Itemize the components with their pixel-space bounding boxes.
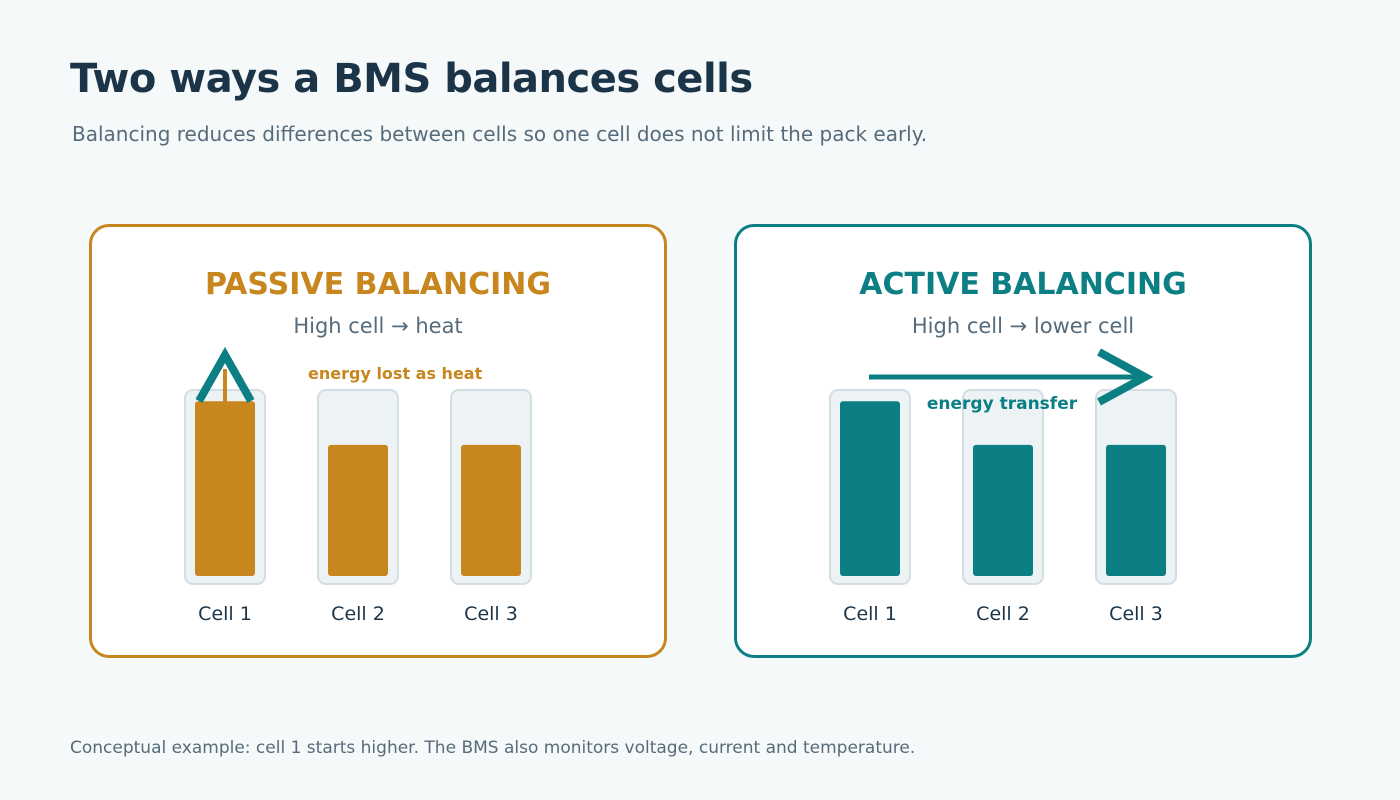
cell-label: Cell 3 (464, 603, 518, 625)
passive-cell-1: Cell 1 (184, 389, 266, 625)
active-cell-1: Cell 1 (829, 389, 911, 625)
passive-annotation: energy lost as heat (308, 364, 483, 383)
passive-panel-subtitle: High cell → heat (293, 314, 463, 338)
cell-label: Cell 1 (198, 603, 252, 625)
cell-label: Cell 2 (331, 603, 385, 625)
page-subtitle: Balancing reduces differences between ce… (72, 122, 928, 146)
cell-label: Cell 1 (843, 603, 897, 625)
cell-charge-level (195, 401, 255, 576)
active-balancing-panel: ACTIVE BALANCING High cell → lower cell … (734, 224, 1312, 658)
cell-charge-level (461, 444, 521, 576)
cell-charge-level (973, 444, 1033, 576)
passive-balancing-panel: PASSIVE BALANCING High cell → heat Cell … (89, 224, 667, 658)
footnote: Conceptual example: cell 1 starts higher… (70, 738, 916, 758)
passive-cell-2: Cell 2 (317, 389, 399, 625)
active-panel-subtitle: High cell → lower cell (911, 314, 1135, 338)
active-panel-title: ACTIVE BALANCING (859, 267, 1187, 302)
cell-label: Cell 3 (1109, 603, 1163, 625)
active-annotation: energy transfer (927, 394, 1078, 414)
active-cell-3: Cell 3 (1095, 389, 1177, 625)
transfer-arrow-right-icon (869, 348, 1154, 406)
active-cell-2: Cell 2 (962, 389, 1044, 625)
passive-panel-title: PASSIVE BALANCING (204, 267, 552, 302)
page-title: Two ways a BMS balances cells (70, 56, 753, 102)
cell-charge-level (1106, 444, 1166, 576)
active-cells-diagram: Cell 1 Cell 2 Cell 3 energy transfer (829, 348, 1177, 625)
heat-arrow-up-icon (195, 346, 255, 403)
cell-charge-level (840, 401, 900, 576)
passive-cells-diagram: Cell 1 Cell 2 Cell 3 energy lost as heat (184, 346, 532, 625)
cell-charge-level (328, 444, 388, 576)
passive-cell-3: Cell 3 (450, 389, 532, 625)
cell-label: Cell 2 (976, 603, 1030, 625)
